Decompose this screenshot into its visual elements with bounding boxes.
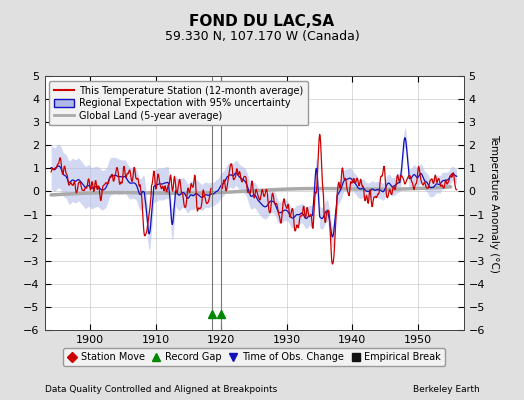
Legend: This Temperature Station (12-month average), Regional Expectation with 95% uncer: This Temperature Station (12-month avera… xyxy=(49,81,308,126)
Text: FOND DU LAC,SA: FOND DU LAC,SA xyxy=(190,14,334,29)
Text: 59.330 N, 107.170 W (Canada): 59.330 N, 107.170 W (Canada) xyxy=(165,30,359,43)
Y-axis label: Temperature Anomaly (°C): Temperature Anomaly (°C) xyxy=(489,134,499,272)
Text: Data Quality Controlled and Aligned at Breakpoints: Data Quality Controlled and Aligned at B… xyxy=(45,385,277,394)
Text: Berkeley Earth: Berkeley Earth xyxy=(413,385,479,394)
Legend: Station Move, Record Gap, Time of Obs. Change, Empirical Break: Station Move, Record Gap, Time of Obs. C… xyxy=(63,348,445,366)
